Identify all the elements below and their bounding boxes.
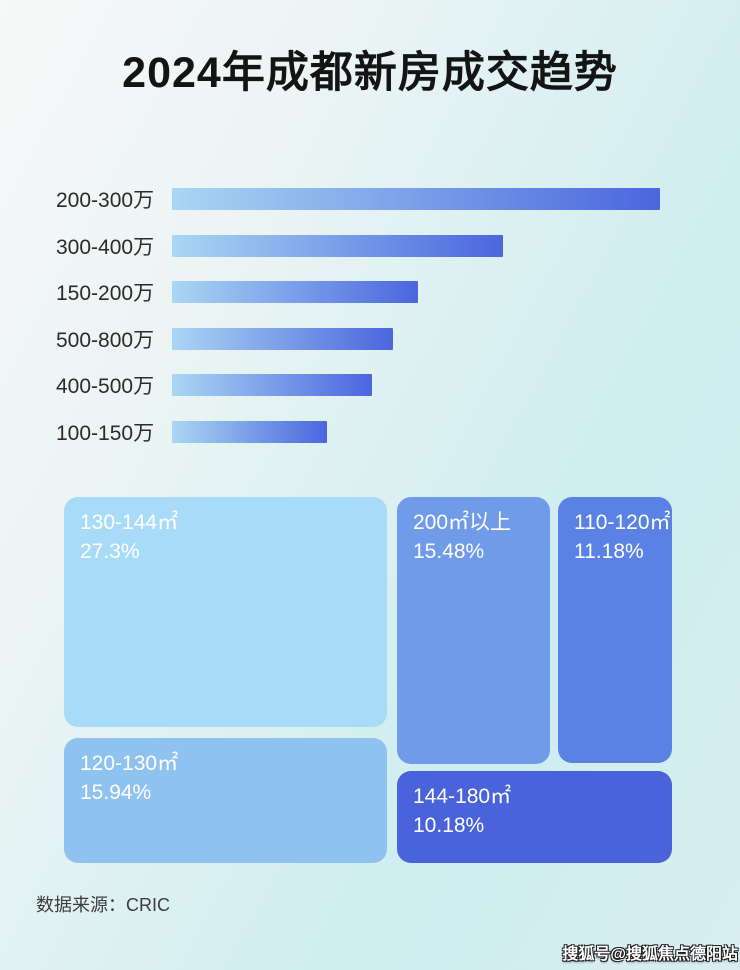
treemap-block: 110-120㎡ 11.18% (558, 497, 672, 763)
bar-category-label: 300-400万 (56, 235, 155, 259)
bar-category-label: 400-500万 (56, 375, 155, 399)
bar-row: 300-400万 (56, 223, 696, 270)
bar-fill (172, 281, 418, 304)
treemap-block-value: 15.94% (80, 781, 152, 804)
bar-track (172, 234, 660, 257)
price-range-bar-chart: 200-300万 300-400万 150-200万 500-800万 400-… (56, 176, 696, 455)
bar-row: 100-150万 (56, 409, 696, 456)
bar-fill (172, 420, 328, 443)
bar-track (172, 374, 660, 397)
treemap-block-value: 15.48% (413, 540, 485, 563)
data-source-note: 数据来源：CRIC (36, 895, 170, 915)
treemap-block-label: 110-120㎡ (574, 511, 671, 534)
bar-row: 500-800万 (56, 316, 696, 363)
bar-row: 150-200万 (56, 269, 696, 316)
bar-track (172, 420, 660, 443)
treemap-block: 130-144㎡ 27.3% (64, 497, 387, 727)
bar-fill (172, 374, 373, 397)
bar-category-label: 500-800万 (56, 328, 155, 352)
watermark-text: 搜狐号@搜狐焦点德阳站 (562, 946, 738, 963)
bar-fill (172, 234, 503, 257)
bar-fill (172, 188, 660, 211)
bar-track (172, 188, 660, 211)
treemap-block-label: 144-180㎡ (413, 785, 512, 808)
treemap-block-value: 10.18% (413, 814, 485, 837)
area-share-treemap: 130-144㎡ 27.3% 120-130㎡ 15.94% 200㎡以上 15… (64, 497, 672, 863)
treemap-block-value: 11.18% (574, 540, 644, 563)
bar-track (172, 327, 660, 350)
treemap-block-label: 130-144㎡ (80, 511, 179, 534)
bar-category-label: 100-150万 (56, 421, 155, 445)
treemap-block: 144-180㎡ 10.18% (397, 771, 672, 863)
treemap-block-value: 27.3% (80, 540, 140, 563)
bar-fill (172, 327, 394, 350)
treemap-block: 200㎡以上 15.48% (397, 497, 550, 764)
page-title: 2024年成都新房成交趋势 (122, 49, 618, 97)
treemap-block: 120-130㎡ 15.94% (64, 738, 387, 863)
bar-track (172, 281, 660, 304)
treemap-block-label: 120-130㎡ (80, 752, 179, 775)
treemap-block-label: 200㎡以上 (413, 511, 512, 534)
bar-category-label: 150-200万 (56, 282, 155, 306)
bar-row: 200-300万 (56, 176, 696, 223)
bar-category-label: 200-300万 (56, 189, 155, 213)
bar-row: 400-500万 (56, 362, 696, 409)
